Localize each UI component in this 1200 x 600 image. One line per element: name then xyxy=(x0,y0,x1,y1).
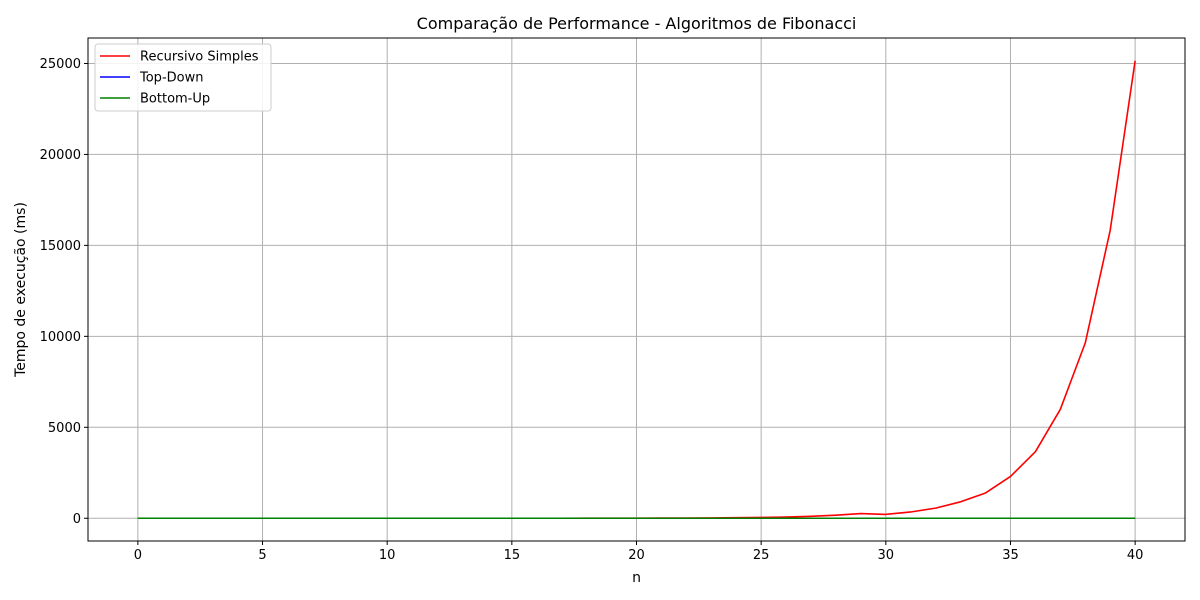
y-tick-label: 25000 xyxy=(40,57,81,72)
y-tick-label: 5000 xyxy=(48,421,81,436)
y-tick-label: 20000 xyxy=(40,148,81,163)
series-lines xyxy=(137,60,1136,520)
x-axis-label: n xyxy=(632,570,641,586)
y-axis-label: Tempo de execução (ms) xyxy=(13,202,29,378)
y-tick-label: 15000 xyxy=(40,239,81,254)
y-tick-label: 0 xyxy=(73,512,81,527)
axis-ticks: 0 5 10 15 20 25 30 35 40 0 5000 10000 15000 20000 2500… xyxy=(40,57,1144,563)
x-tick-label: 35 xyxy=(1002,548,1019,563)
x-tick-label: 15 xyxy=(504,548,521,563)
chart-title: Comparação de Performance - Algoritmos d… xyxy=(417,14,857,33)
x-tick-label: 10 xyxy=(379,548,396,563)
x-tick-label: 30 xyxy=(878,548,895,563)
x-tick-label: 25 xyxy=(753,548,770,563)
legend-box xyxy=(94,43,272,112)
x-tick-label: 40 xyxy=(1127,548,1144,563)
legend-label-top-down: Top-Down xyxy=(139,71,203,86)
x-tick-label: 0 xyxy=(134,548,142,563)
legend-label-recursivo-simples: Recursivo Simples xyxy=(140,50,259,65)
x-tick-label: 5 xyxy=(258,548,266,563)
legend-label-bottom-up: Bottom-Up xyxy=(140,92,210,107)
y-tick-label: 10000 xyxy=(40,330,81,345)
legend: Recursivo Simples Top-Down Bottom-Up xyxy=(94,43,272,112)
x-tick-label: 20 xyxy=(628,548,645,563)
